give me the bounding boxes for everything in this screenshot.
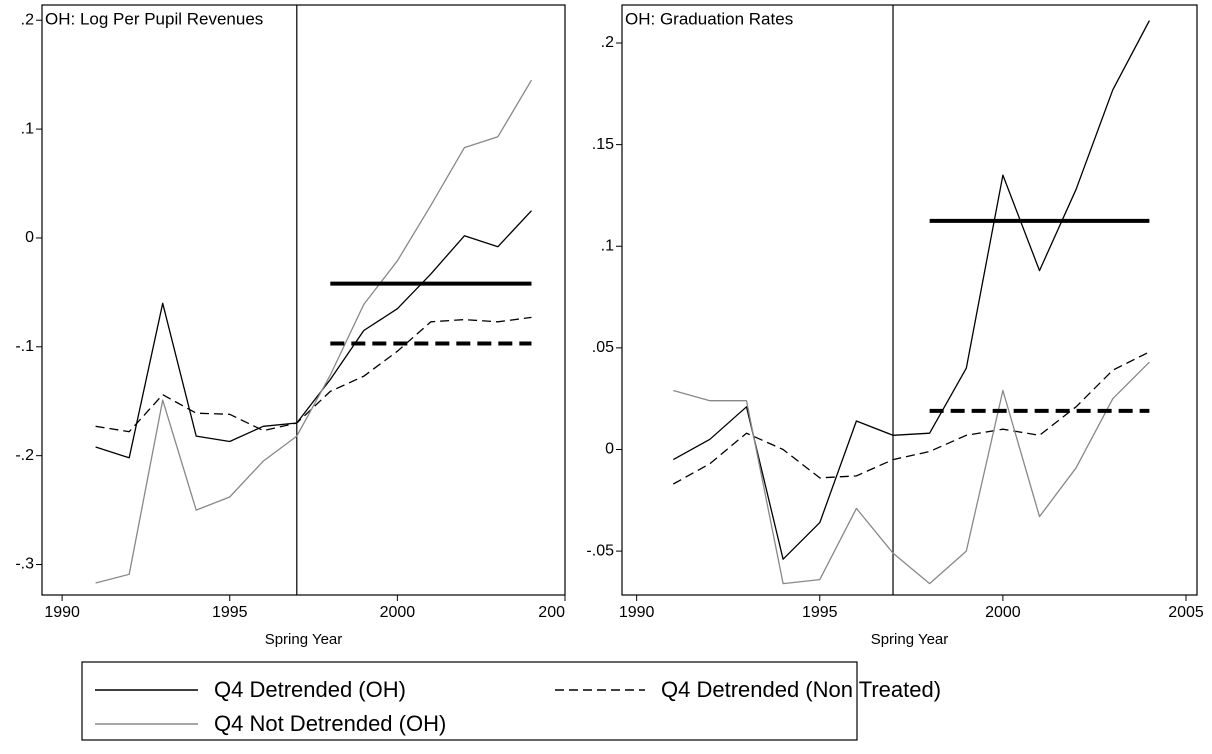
series-line <box>95 210 532 459</box>
x-tick-label: 1995 <box>802 604 838 621</box>
x-tick-label: 1990 <box>619 604 655 621</box>
y-tick-label: -.05 <box>586 542 614 559</box>
chart-title: OH: Log Per Pupil Revenues <box>45 9 263 28</box>
legend-label: Q4 Detrended (Non Treated) <box>661 677 941 702</box>
y-tick-label: .1 <box>21 120 34 137</box>
plot-area <box>622 5 1197 595</box>
y-tick-label: -.1 <box>15 338 34 355</box>
x-tick-label: 2005 <box>1168 604 1204 621</box>
series-line <box>673 361 1150 585</box>
y-tick-label: .15 <box>592 136 614 153</box>
series-line <box>672 351 1150 485</box>
plot-area <box>42 5 565 595</box>
y-tick-label: .1 <box>601 237 614 254</box>
series-line <box>95 79 533 584</box>
legend-label: Q4 Not Detrended (OH) <box>214 711 446 736</box>
x-axis-label: Spring Year <box>871 631 949 648</box>
y-tick-label: 0 <box>605 441 614 458</box>
plot-frame <box>41 4 566 596</box>
series-line <box>95 316 532 433</box>
y-tick-label: .2 <box>601 34 614 51</box>
y-tick-label: .2 <box>21 11 34 28</box>
y-tick-label: 0 <box>25 229 34 246</box>
x-tick-label: 2000 <box>380 604 416 621</box>
y-tick-label: .05 <box>592 339 614 356</box>
x-tick-label: 1990 <box>44 604 80 621</box>
x-tick-label: 1995 <box>212 604 248 621</box>
chart-title: OH: Graduation Rates <box>625 9 793 28</box>
legend-label: Q4 Detrended (OH) <box>214 677 406 702</box>
plot-frame <box>621 4 1198 596</box>
y-tick-label: -.3 <box>15 556 34 573</box>
y-tick-label: -.2 <box>15 447 34 464</box>
x-tick-label: 2000 <box>985 604 1021 621</box>
x-tick-label: 200 <box>538 604 565 621</box>
legend-box <box>81 661 858 741</box>
x-axis-label: Spring Year <box>265 631 343 648</box>
